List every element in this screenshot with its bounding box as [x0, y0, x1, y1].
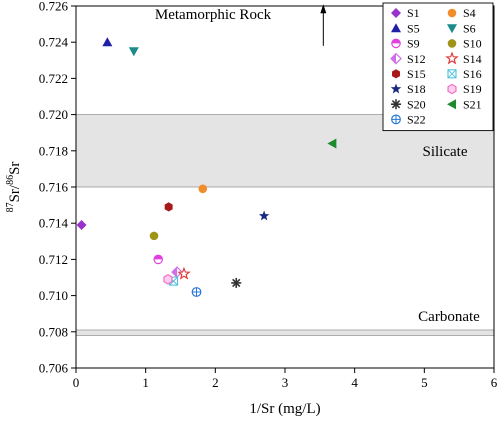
legend-marker-s14 [445, 51, 459, 65]
legend-marker-s19 [447, 83, 457, 95]
legend-label-s6: S6 [463, 21, 476, 35]
x-tick-label: 6 [491, 375, 498, 390]
y-tick-label: 0.714 [39, 216, 69, 231]
band-label-carbonate: Carbonate [418, 309, 480, 325]
legend-marker-s15 [392, 69, 400, 79]
legend-label-s1: S1 [407, 6, 420, 20]
legend-marker-s12 [390, 52, 402, 65]
legend: S1 S4 S5 S6 S9 S10 S12 S14 S15 S16 S18 S19 S20 S21 S22 [382, 2, 494, 132]
point-s9 [153, 254, 164, 265]
legend-marker-s9 [391, 38, 401, 49]
point-s10 [149, 231, 159, 241]
point-s6 [128, 47, 139, 57]
y-tick-label: 0.712 [39, 252, 68, 267]
x-tick-label: 4 [351, 375, 358, 390]
legend-marker-s21 [447, 99, 456, 110]
annotation-layer: Silicate Carbonate Metamorphic Rock [155, 4, 480, 325]
point-s5 [102, 37, 113, 47]
x-tick-label: 1 [142, 375, 149, 390]
point-s1 [76, 220, 87, 231]
legend-marker-s5 [391, 23, 401, 33]
legend-marker-s20 [391, 99, 401, 110]
legend-label-s20: S20 [407, 97, 426, 111]
legend-label-s4: S4 [463, 6, 476, 20]
y-tick-label: 0.716 [39, 180, 69, 195]
legend-marker-s22 [391, 114, 401, 125]
legend-marker-s1 [391, 8, 401, 18]
x-tick-label: 2 [212, 375, 219, 390]
annotation-arrow-head [320, 4, 327, 14]
y-tick-label: 0.720 [39, 107, 68, 122]
y-tick-label: 0.708 [39, 324, 68, 339]
legend-label-s21: S21 [463, 97, 482, 111]
point-s15 [164, 202, 173, 212]
legend-label-s18: S18 [407, 82, 426, 96]
y-tick-label: 0.726 [39, 0, 69, 14]
legend-label-s19: S19 [463, 82, 482, 96]
y-axis-title: 87Sr/86Sr [5, 162, 23, 213]
y-tick-label: 0.724 [39, 35, 69, 50]
point-s19 [163, 274, 173, 285]
x-tick-label: 0 [73, 375, 80, 390]
point-s21 [327, 138, 337, 149]
y-tick-label: 0.718 [39, 143, 68, 158]
points-layer [76, 37, 337, 297]
legend-label-s22: S22 [407, 113, 426, 127]
y-tick-label: 0.722 [39, 71, 68, 86]
point-s14 [177, 266, 191, 280]
band-label-silicate: Silicate [423, 144, 468, 160]
annotation-metamorphic-rock: Metamorphic Rock [155, 7, 272, 23]
legend-label-s15: S15 [407, 67, 426, 81]
x-axis-title: 1/Sr (mg/L) [249, 401, 320, 417]
x-tick-label: 3 [282, 375, 289, 390]
legend-box [382, 2, 494, 132]
point-s22 [191, 287, 202, 297]
point-s4 [198, 184, 208, 194]
legend-marker-s16 [447, 69, 457, 79]
legend-marker-s6 [447, 24, 457, 34]
axes-layer: 0 1 2 3 4 5 6 0.706 0.708 0.710 0.712 0.714 0.716 0.7… [5, 0, 498, 417]
point-s20 [231, 277, 242, 288]
point-s18 [258, 210, 270, 221]
x-tick-label: 5 [421, 375, 428, 390]
legend-marker-s4 [447, 8, 457, 18]
legend-label-s9: S9 [407, 37, 420, 51]
legend-label-s14: S14 [463, 52, 482, 66]
y-tick-label: 0.706 [39, 361, 69, 376]
y-tick-label: 0.710 [39, 288, 68, 303]
legend-label-s5: S5 [407, 21, 420, 35]
legend-marker-s10 [447, 39, 457, 48]
band-carbonate [75, 329, 495, 336]
legend-label-s12: S12 [407, 52, 426, 66]
legend-label-s10: S10 [463, 37, 482, 51]
legend-label-s16: S16 [463, 67, 482, 81]
legend-marker-s18 [390, 83, 402, 94]
